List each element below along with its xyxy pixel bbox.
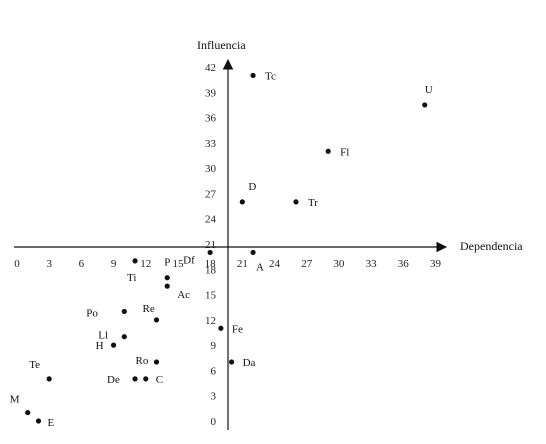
point-label-da: Da (243, 357, 256, 369)
y-tick-label: 9 (211, 340, 217, 352)
y-tick-label: 3 (211, 391, 217, 403)
point-label-tr: Tr (308, 197, 318, 209)
x-tick-label: 3 (46, 258, 52, 270)
point-label-a: A (256, 261, 264, 273)
data-point-de (132, 376, 138, 382)
data-point-te (46, 376, 52, 382)
x-tick-label: 36 (398, 258, 410, 270)
point-label-e: E (47, 417, 54, 429)
point-label-c: C (156, 374, 163, 386)
x-tick-label: 30 (333, 258, 345, 270)
data-point-fl (325, 148, 331, 154)
data-point-tr (293, 199, 299, 205)
data-point-m (25, 409, 31, 416)
x-tick-label: 24 (269, 258, 281, 270)
point-label-ro: Ro (135, 355, 148, 367)
data-point-ll (121, 334, 127, 340)
point-label-df: Df (183, 254, 195, 266)
y-tick-label: 18 (205, 264, 217, 276)
point-label-d: D (248, 181, 256, 193)
y-tick-label: 6 (211, 365, 217, 377)
y-axis-title: Influencia (197, 38, 246, 52)
x-tick-label: 21 (237, 258, 248, 270)
y-tick-label: 24 (205, 214, 217, 226)
data-points: Tc U Fl D Tr Df A Ti P Ac Po Re LlH Fe Ro Da De C Te M E (10, 70, 433, 429)
x-axis-title: Dependencia (460, 239, 523, 253)
x-tick-label: 33 (366, 258, 378, 270)
data-point-ti (132, 258, 138, 264)
data-point-d (239, 199, 245, 205)
y-tick-label: 42 (205, 62, 216, 74)
data-point-po (121, 308, 127, 315)
data-point-ac (164, 283, 170, 289)
x-tick-label: 9 (111, 258, 117, 270)
x-tick-label: 0 (14, 258, 20, 270)
point-label-p: P (164, 257, 170, 269)
point-label-h: H (96, 340, 104, 352)
data-point-re (153, 317, 160, 323)
y-tick-label: 39 (205, 87, 217, 99)
point-label-ti: Ti (127, 272, 136, 284)
point-label-tc: Tc (265, 70, 276, 82)
y-tick-label: 36 (205, 113, 217, 125)
y-tick-label: 0 (211, 416, 217, 428)
data-point-fe (218, 325, 224, 331)
x-tick-label: 12 (140, 258, 151, 270)
data-point-u (422, 102, 428, 108)
data-point-p (164, 275, 170, 281)
data-point-ro (153, 359, 160, 365)
point-label-m: M (10, 394, 20, 406)
data-point-h (110, 342, 117, 348)
point-label-fl: Fl (340, 146, 349, 158)
y-tick-label: 30 (205, 163, 217, 175)
data-point-df (207, 249, 213, 256)
point-label-ll: Ll (98, 330, 108, 342)
y-tick-label: 33 (205, 138, 217, 150)
x-tick-label: 18 (205, 258, 217, 270)
point-label-u: U (425, 84, 433, 96)
y-tick-label: 12 (205, 315, 216, 327)
point-label-ac: Ac (177, 289, 190, 301)
point-label-re: Re (142, 303, 154, 315)
data-point-e (35, 418, 42, 424)
point-label-de: De (107, 374, 120, 386)
x-tick-label: 27 (301, 258, 313, 270)
data-point-da (229, 359, 235, 365)
data-point-c (143, 376, 149, 382)
data-point-tc (250, 72, 256, 79)
x-tick-label: 6 (79, 258, 85, 270)
point-label-fe: Fe (232, 323, 243, 335)
data-point-a (250, 249, 256, 256)
y-tick-label: 15 (205, 290, 217, 302)
x-tick-label: 15 (172, 258, 184, 270)
y-tick-label: 21 (205, 239, 216, 251)
x-tick-labels: 0 3 6 9 12 15 18 21 24 27 30 33 36 39 (14, 258, 441, 270)
y-tick-label: 27 (205, 188, 217, 200)
point-label-po: Po (86, 307, 98, 319)
x-tick-label: 39 (430, 258, 442, 270)
point-label-te: Te (29, 359, 40, 371)
